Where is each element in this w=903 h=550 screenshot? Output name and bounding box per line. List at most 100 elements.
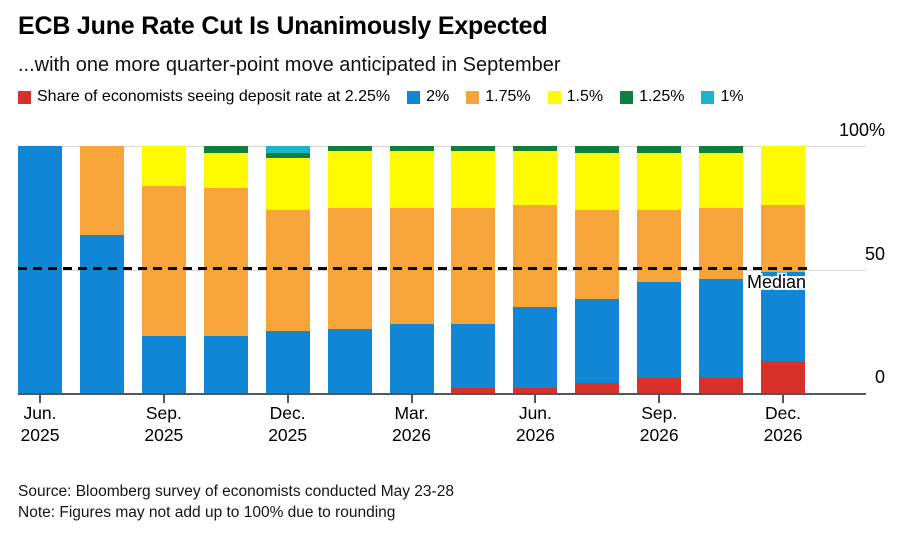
bar-segment-1-75pct [451,207,496,324]
stacked-bar [637,146,682,393]
bar-segment-1-25pct [575,146,620,154]
bar-segment-1-5pct [637,153,682,211]
stacked-bar [451,146,496,393]
bar-segment-2pct [575,299,620,384]
page-title: ECB June Rate Cut Is Unanimously Expecte… [18,12,548,40]
legend-swatch-icon [620,90,634,104]
source-line: Source: Bloomberg survey of economists c… [18,483,454,500]
legend-item: Share of economists seeing deposit rate … [18,88,390,106]
legend-swatch-icon [547,90,561,104]
x-axis-tick [286,395,289,403]
bar-segment-1-75pct [203,188,248,337]
bar-segment-2pct [265,331,310,393]
x-axis-tick-label: Dec. 2026 [733,403,833,446]
bar-segment-1-5pct [513,150,558,206]
stacked-bar [18,146,62,393]
stacked-bar [761,146,806,393]
bar-segment-1-5pct [389,150,434,208]
bar-segment-1-25pct [637,146,682,154]
x-axis-tick [534,395,537,403]
bar-segment-1-75pct [389,207,434,324]
bar-segment-2-25pct [451,388,496,393]
y-axis-tick-label: 100% [838,120,885,140]
bar-segment-1-5pct [141,146,186,186]
bar-segment-2pct [203,336,248,393]
stacked-bar [79,146,124,393]
bar-segment-2pct [79,234,124,393]
legend-item: 1% [701,88,744,106]
bar-segment-1-5pct [761,146,806,206]
legend-label: 1% [720,88,744,105]
x-label-year: 2026 [515,424,555,445]
bar-segment-1-25pct [699,146,744,154]
x-axis-tick [658,395,661,403]
chart-subtitle: ...with one more quarter-point move anti… [18,54,561,76]
legend-item: 1.25% [620,88,684,106]
bar-segment-2pct [327,328,372,393]
bar-segment-2pct [761,271,806,361]
x-label-month: Sep. [641,403,678,423]
bar-segment-2pct [699,279,744,379]
legend-item: 2% [407,88,449,106]
bar-segment-2-25pct [699,378,744,393]
legend-label: Share of economists seeing deposit rate … [37,88,391,105]
bar-segment-1-75pct [761,205,806,272]
bar-segment-1-25pct [265,153,310,159]
source-note: Source: Bloomberg survey of economists c… [18,482,454,523]
legend-label: 1.75% [485,88,531,105]
x-axis-tick-label: Sep. 2026 [609,403,709,446]
legend-label: 1.5% [566,88,604,105]
legend-label: 2% [426,88,450,105]
legend-swatch-icon [701,90,715,104]
note-line: Note: Figures may not add up to 100% due… [18,503,396,521]
median-dashed-line [18,266,807,270]
x-label-month: Dec. [269,403,306,423]
bar-segment-1-25pct [451,146,496,151]
bar-segment-1-25pct [513,146,558,151]
stacked-bar [699,146,744,393]
x-axis-tick-label: Mar. 2026 [362,403,462,446]
bar-segment-2-25pct [637,378,682,393]
x-label-year: 2026 [639,424,679,445]
x-label-year: 2026 [763,424,803,445]
x-axis-tick [39,395,41,403]
bar-segment-1-5pct [327,150,372,208]
bar-segment-2-25pct [575,383,620,393]
x-axis-line [18,393,866,395]
gridline [18,269,866,271]
x-label-year: 2025 [144,424,184,445]
x-axis-tick-label: Sep. 2025 [114,403,214,446]
x-label-year: 2026 [392,424,431,445]
bar-segment-1-75pct [79,146,124,235]
x-axis-tick [162,395,165,403]
bar-segment-2pct [389,323,434,393]
bar-segment-1-25pct [203,146,248,154]
bar-segment-2pct [451,323,496,389]
bar-segment-2pct [513,306,558,389]
x-label-year: 2025 [20,424,60,445]
x-label-year: 2025 [268,424,308,445]
x-axis-tick-label: Jun. 2025 [0,403,90,446]
bar-segment-1-5pct [575,153,620,211]
bars-layer [18,146,806,393]
legend-swatch-icon [466,90,480,104]
legend-swatch-icon [407,90,421,104]
bar-segment-2-25pct [761,360,806,393]
gridline [18,146,866,147]
median-label: Median [746,272,806,292]
x-axis-tick [782,395,785,403]
stacked-bar [265,146,310,393]
bar-segment-1-5pct [203,153,248,189]
x-label-month: Sep. [145,403,182,423]
bar-segment-1-5pct [451,150,496,208]
bar-segment-1-75pct [265,210,310,332]
legend: Share of economists seeing deposit rate … [18,88,744,106]
x-label-month: Mar. [394,403,429,423]
bar-segment-2pct [141,336,186,393]
bar-segment-1-75pct [575,210,620,300]
stacked-bar [513,146,558,393]
stacked-bar [141,146,186,393]
bar-segment-2-25pct [513,388,558,393]
